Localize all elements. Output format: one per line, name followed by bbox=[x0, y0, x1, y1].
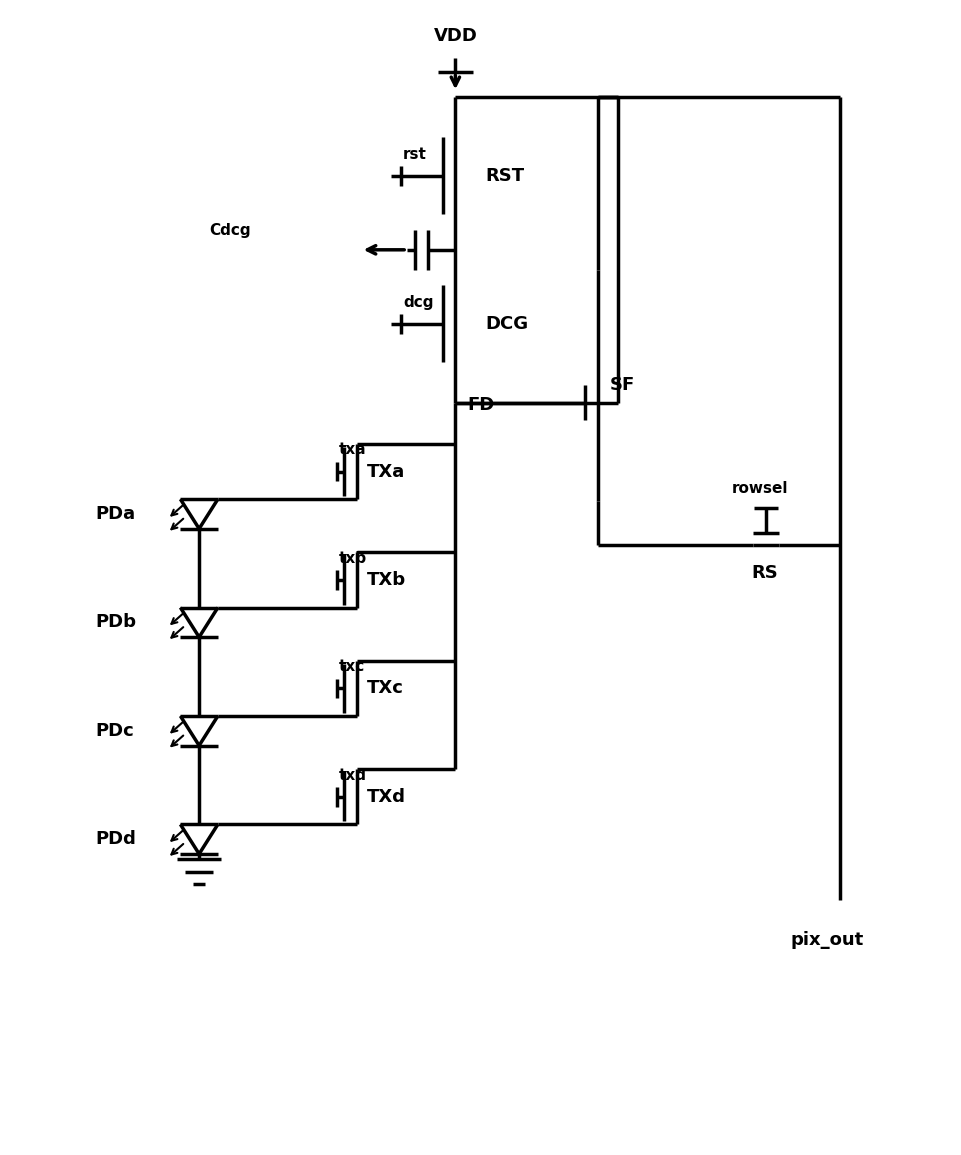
Text: PDa: PDa bbox=[96, 505, 136, 523]
Text: txd: txd bbox=[339, 768, 367, 783]
Text: pix_out: pix_out bbox=[791, 931, 864, 948]
Text: rst: rst bbox=[403, 147, 427, 162]
Text: TXb: TXb bbox=[367, 571, 406, 589]
Text: RS: RS bbox=[752, 564, 777, 582]
Text: TXc: TXc bbox=[367, 679, 404, 698]
Text: dcg: dcg bbox=[403, 295, 433, 310]
Text: SF: SF bbox=[610, 377, 635, 394]
Text: PDd: PDd bbox=[96, 830, 136, 848]
Text: RST: RST bbox=[485, 166, 524, 185]
Text: Cdcg: Cdcg bbox=[209, 223, 251, 238]
Text: PDc: PDc bbox=[96, 722, 135, 739]
Text: txc: txc bbox=[339, 660, 365, 675]
Text: DCG: DCG bbox=[485, 314, 528, 333]
Text: TXd: TXd bbox=[367, 788, 406, 806]
Text: txa: txa bbox=[339, 442, 367, 457]
Text: FD: FD bbox=[467, 395, 495, 413]
Text: PDb: PDb bbox=[96, 613, 136, 632]
Text: rowsel: rowsel bbox=[731, 480, 788, 495]
Text: VDD: VDD bbox=[433, 27, 478, 45]
Text: txb: txb bbox=[339, 551, 367, 566]
Text: TXa: TXa bbox=[367, 462, 405, 480]
